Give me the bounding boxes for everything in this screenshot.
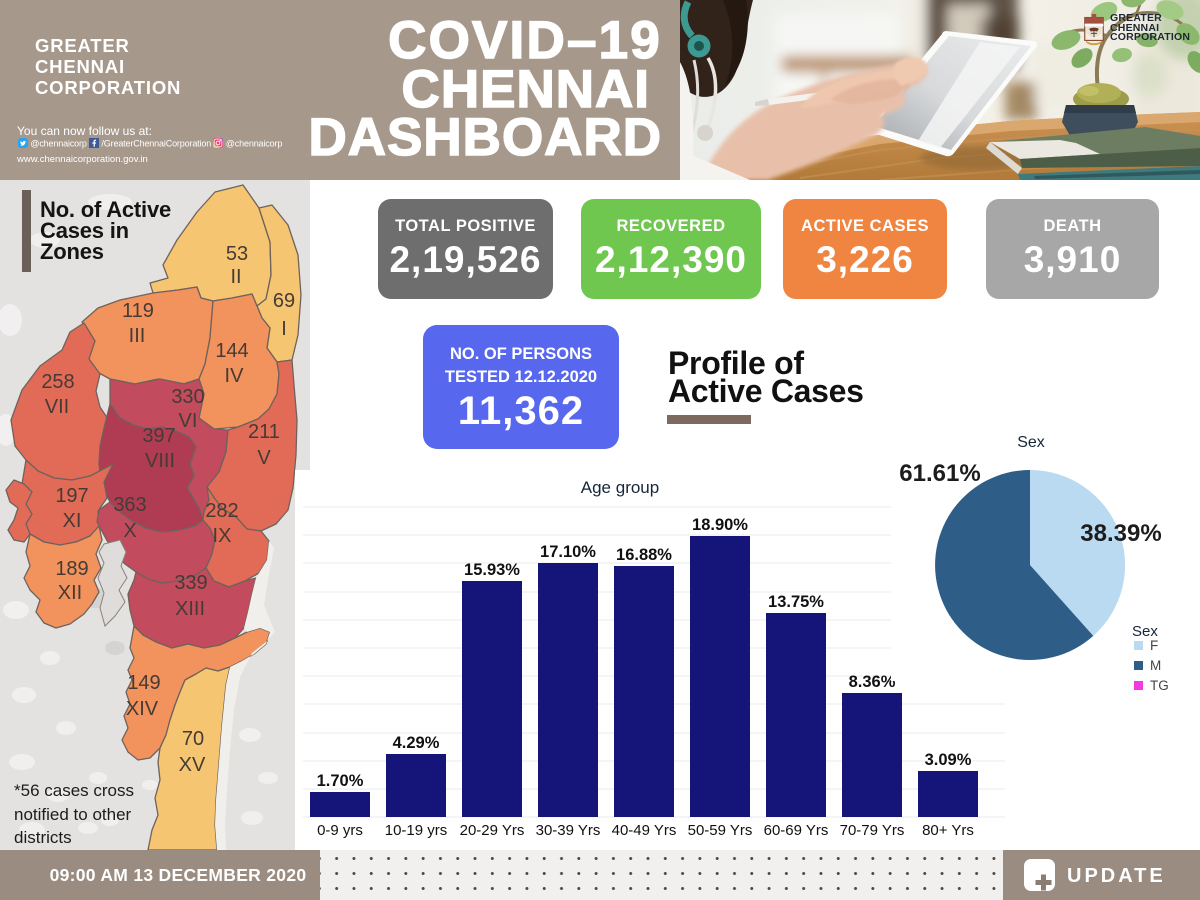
- svg-text:189: 189: [55, 558, 88, 580]
- svg-text:VI: VI: [179, 410, 198, 432]
- svg-text:V: V: [257, 447, 271, 469]
- svg-text:10-19 yrs: 10-19 yrs: [385, 822, 448, 839]
- svg-text:211: 211: [248, 421, 280, 443]
- svg-text:30-39 Yrs: 30-39 Yrs: [536, 822, 601, 839]
- svg-text:339: 339: [174, 572, 207, 594]
- svg-text:XI: XI: [63, 510, 82, 532]
- svg-text:TG: TG: [1150, 678, 1169, 693]
- svg-text:Sex: Sex: [1017, 434, 1045, 451]
- svg-text:70-79 Yrs: 70-79 Yrs: [840, 822, 905, 839]
- svg-text:13.75%: 13.75%: [768, 593, 824, 611]
- svg-text:III: III: [129, 325, 146, 347]
- svg-text:15.93%: 15.93%: [464, 561, 520, 579]
- svg-text:1.70%: 1.70%: [317, 772, 364, 790]
- svg-text:IV: IV: [225, 365, 245, 387]
- svg-text:0-9 yrs: 0-9 yrs: [317, 822, 363, 839]
- svg-text:16.88%: 16.88%: [616, 546, 672, 564]
- svg-text:69: 69: [273, 290, 295, 312]
- svg-text:XIV: XIV: [126, 698, 159, 720]
- svg-text:40-49 Yrs: 40-49 Yrs: [612, 822, 677, 839]
- svg-text:M: M: [1150, 658, 1161, 673]
- svg-text:119: 119: [122, 300, 154, 322]
- svg-text:Age group: Age group: [581, 478, 659, 497]
- svg-text:VIII: VIII: [145, 450, 175, 472]
- svg-text:80+ Yrs: 80+ Yrs: [922, 822, 974, 839]
- svg-text:4.29%: 4.29%: [393, 734, 440, 752]
- svg-text:F: F: [1150, 638, 1158, 653]
- svg-text:61.61%: 61.61%: [899, 460, 980, 487]
- svg-text:XV: XV: [179, 754, 206, 776]
- svg-text:397: 397: [142, 425, 175, 447]
- svg-text:282: 282: [205, 500, 238, 522]
- svg-text:XII: XII: [58, 582, 82, 604]
- svg-text:50-59 Yrs: 50-59 Yrs: [688, 822, 753, 839]
- svg-text:144: 144: [215, 340, 248, 362]
- svg-text:20-29 Yrs: 20-29 Yrs: [460, 822, 525, 839]
- svg-text:VII: VII: [45, 396, 69, 418]
- svg-text:IX: IX: [213, 525, 232, 547]
- svg-text:60-69 Yrs: 60-69 Yrs: [764, 822, 829, 839]
- svg-text:XIII: XIII: [175, 598, 205, 620]
- svg-text:18.90%: 18.90%: [692, 516, 748, 534]
- svg-text:38.39%: 38.39%: [1080, 520, 1161, 547]
- svg-text:258: 258: [41, 371, 74, 393]
- svg-text:70: 70: [182, 728, 204, 750]
- svg-text:363: 363: [113, 494, 146, 516]
- svg-text:3.09%: 3.09%: [925, 751, 972, 769]
- svg-text:II: II: [230, 266, 241, 288]
- svg-text:197: 197: [55, 485, 88, 507]
- svg-text:8.36%: 8.36%: [849, 673, 896, 691]
- svg-text:X: X: [123, 520, 136, 542]
- svg-text:149: 149: [127, 672, 160, 694]
- svg-text:Sex: Sex: [1132, 623, 1158, 640]
- svg-text:17.10%: 17.10%: [540, 543, 596, 561]
- svg-text:I: I: [281, 318, 287, 340]
- svg-text:53: 53: [226, 243, 248, 265]
- svg-text:330: 330: [171, 386, 204, 408]
